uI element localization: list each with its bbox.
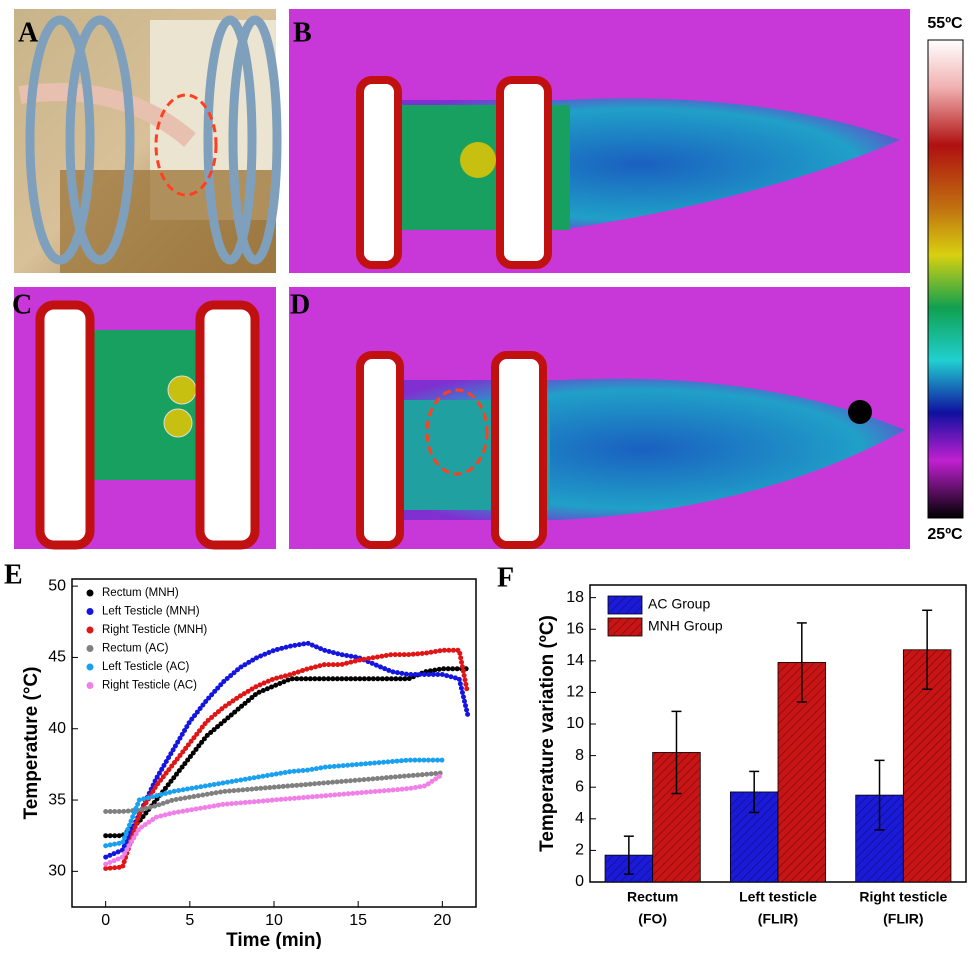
x-tick-label: 20 xyxy=(433,912,451,929)
y-tick-label: 30 xyxy=(48,863,66,880)
y-tick-label: 10 xyxy=(566,715,584,732)
y-tick-label: 8 xyxy=(575,747,584,764)
x-tick-label: Rectum xyxy=(627,889,678,905)
y-axis-label: Temperature (°C) xyxy=(21,667,42,820)
thermal-panel xyxy=(289,287,910,549)
legend-label: Rectum (AC) xyxy=(102,643,169,655)
legend-label: AC Group xyxy=(648,596,710,612)
photo-panel xyxy=(14,9,282,273)
x-tick-label: Left testicle xyxy=(739,889,817,905)
legend-marker xyxy=(86,626,94,634)
y-tick-label: 18 xyxy=(566,589,584,606)
y-tick-label: 35 xyxy=(48,791,66,808)
legend-label: Right Testicle (MNH) xyxy=(102,624,207,636)
panel-label: B xyxy=(293,17,312,48)
legend-marker xyxy=(86,589,94,597)
y-tick-label: 16 xyxy=(566,620,584,637)
y-tick-label: 2 xyxy=(575,842,584,859)
y-axis-label: Temperature variation (ºC) xyxy=(537,615,558,852)
legend-label: MNH Group xyxy=(648,618,723,634)
y-tick-label: 14 xyxy=(566,652,584,669)
data-line xyxy=(103,771,445,867)
legend-label: Right Testicle (AC) xyxy=(102,680,197,692)
data-line xyxy=(103,770,445,814)
legend-marker xyxy=(86,608,94,615)
panel-label: C xyxy=(12,289,32,320)
colorbar-max: 55ºC xyxy=(927,15,963,32)
y-tick-label: 45 xyxy=(48,649,66,666)
y-tick-label: 50 xyxy=(48,577,66,594)
panel-label: D xyxy=(290,289,310,320)
colorbar xyxy=(927,39,964,519)
colorbar-min: 25ºC xyxy=(927,526,963,543)
y-tick-label: 40 xyxy=(48,720,66,737)
legend-label: Left Testicle (MNH) xyxy=(102,606,200,618)
thermal-panel xyxy=(289,9,910,273)
x-tick-label: 10 xyxy=(265,912,283,929)
panel-label: F xyxy=(497,562,514,593)
legend-marker xyxy=(86,663,94,671)
legend-label: Left Testicle (AC) xyxy=(102,661,190,673)
legend-swatch xyxy=(607,617,643,637)
legend-swatch xyxy=(607,595,643,615)
x-tick-label: (FLIR) xyxy=(758,911,798,927)
x-tick-label: 5 xyxy=(185,912,194,929)
y-tick-label: 4 xyxy=(575,810,584,827)
x-tick-label: 0 xyxy=(101,912,110,929)
thermal-panel xyxy=(14,287,276,550)
x-tick-label: (FO) xyxy=(638,911,667,927)
x-tick-label: (FLIR) xyxy=(883,911,923,927)
data-line xyxy=(103,647,471,871)
x-tick-label: Right testicle xyxy=(859,889,947,905)
y-tick-label: 12 xyxy=(566,684,584,701)
x-tick-label: 15 xyxy=(349,912,367,929)
data-line xyxy=(103,640,471,860)
legend-label: Rectum (MNH) xyxy=(102,587,179,599)
legend-marker xyxy=(86,645,94,652)
y-tick-label: 0 xyxy=(575,873,584,890)
y-tick-label: 6 xyxy=(575,778,584,795)
panel-label: E xyxy=(4,559,23,590)
x-axis-label: Time (min) xyxy=(226,930,322,949)
data-line xyxy=(103,666,471,839)
panel-label: A xyxy=(18,17,39,48)
legend-marker xyxy=(86,682,94,689)
data-line xyxy=(103,757,445,849)
